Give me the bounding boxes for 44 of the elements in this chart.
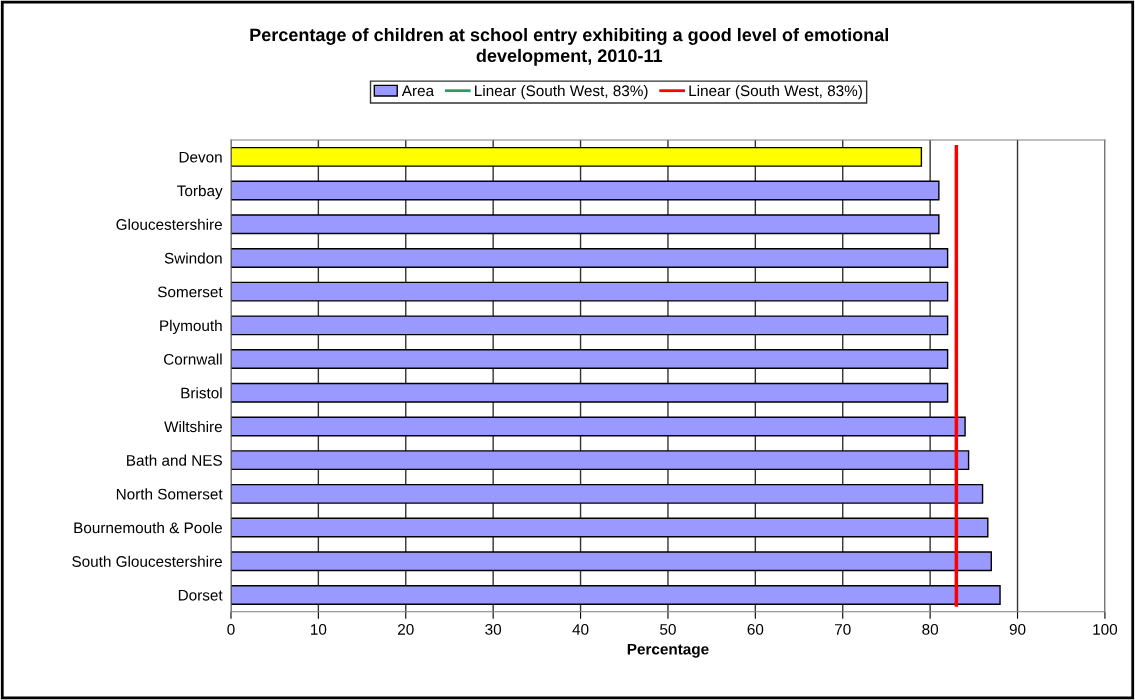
y-tick-label: Bournemouth & Poole bbox=[74, 522, 222, 534]
y-tick-label: Somerset bbox=[157, 286, 223, 298]
bar bbox=[230, 584, 1001, 605]
bar bbox=[230, 315, 949, 336]
y-tick-label: Devon bbox=[179, 151, 222, 163]
y-tick-label: Plymouth bbox=[160, 319, 222, 335]
y-tick-label: South Gloucestershire bbox=[72, 555, 222, 567]
x-tick-label: 50 bbox=[660, 624, 676, 635]
y-tick-label: Bath and NES bbox=[127, 454, 222, 466]
x-tick-label: 90 bbox=[1009, 624, 1026, 635]
bar bbox=[230, 281, 949, 302]
y-tick-label: Wiltshire bbox=[164, 420, 222, 433]
bar bbox=[230, 517, 989, 538]
x-tick-label: 40 bbox=[572, 624, 589, 635]
x-tick-label: 30 bbox=[485, 624, 502, 635]
bar bbox=[230, 450, 970, 471]
x-tick-label: 80 bbox=[922, 624, 939, 635]
y-tick-label: Torbay bbox=[177, 185, 223, 200]
bar bbox=[230, 247, 949, 268]
bar bbox=[230, 214, 940, 235]
x-tick-label: 20 bbox=[398, 624, 414, 635]
chart-title: Percentage of children at school entry exhibiting a good level of emotional development, 2010-11 bbox=[250, 28, 888, 66]
bar bbox=[230, 146, 923, 167]
y-tick-label: Dorset bbox=[178, 589, 223, 601]
bar bbox=[230, 551, 993, 572]
y-tick-label: Cornwall bbox=[163, 353, 222, 365]
x-tick-label: 10 bbox=[311, 624, 327, 635]
bar bbox=[230, 416, 966, 437]
bar bbox=[230, 349, 949, 370]
bar bbox=[230, 483, 984, 504]
y-tick-label: Swindon bbox=[164, 252, 222, 264]
y-tick-label: North Somerset bbox=[116, 488, 223, 500]
bar bbox=[230, 382, 949, 403]
x-tick-label: 100 bbox=[1093, 624, 1118, 635]
bar bbox=[230, 180, 940, 201]
x-axis-title: Percentage bbox=[627, 643, 709, 658]
x-tick-label: 70 bbox=[835, 624, 851, 635]
legend-label: Linear (South West, 83%) bbox=[689, 84, 862, 100]
x-tick-label: 0 bbox=[227, 624, 235, 635]
y-tick-label: Gloucestershire bbox=[116, 218, 222, 230]
legend-label: Area bbox=[401, 85, 435, 97]
text: Linear (South West, 83%) bbox=[475, 84, 648, 100]
y-tick-label: Bristol bbox=[181, 387, 222, 399]
x-tick-label: 60 bbox=[747, 624, 764, 635]
